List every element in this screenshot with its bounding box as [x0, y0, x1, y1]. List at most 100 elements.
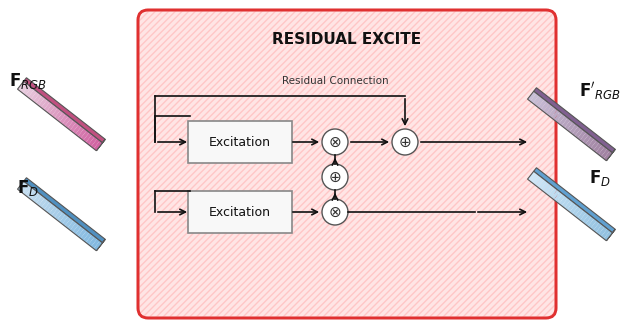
Polygon shape: [541, 182, 550, 191]
Polygon shape: [75, 126, 84, 136]
Polygon shape: [89, 137, 97, 147]
Polygon shape: [36, 96, 45, 106]
Polygon shape: [585, 136, 594, 146]
Text: Excitation: Excitation: [209, 136, 271, 149]
Polygon shape: [580, 132, 589, 142]
Polygon shape: [67, 120, 76, 130]
Polygon shape: [575, 208, 583, 218]
Polygon shape: [25, 87, 34, 97]
Polygon shape: [70, 222, 79, 232]
Polygon shape: [78, 229, 87, 238]
Polygon shape: [28, 89, 37, 99]
Polygon shape: [543, 104, 552, 113]
Polygon shape: [548, 188, 557, 198]
Polygon shape: [28, 189, 37, 200]
Polygon shape: [41, 200, 50, 210]
Polygon shape: [534, 88, 615, 153]
Polygon shape: [528, 91, 536, 101]
Polygon shape: [65, 218, 73, 228]
Polygon shape: [598, 227, 607, 237]
Polygon shape: [80, 230, 89, 241]
Polygon shape: [577, 130, 586, 140]
Polygon shape: [590, 220, 599, 230]
Polygon shape: [73, 224, 82, 234]
Polygon shape: [57, 212, 66, 222]
Polygon shape: [94, 141, 102, 151]
Polygon shape: [20, 183, 29, 193]
Polygon shape: [538, 99, 547, 110]
Polygon shape: [67, 220, 76, 230]
Polygon shape: [51, 208, 60, 218]
Polygon shape: [583, 215, 592, 224]
Text: Residual Connection: Residual Connection: [282, 76, 388, 86]
Polygon shape: [44, 102, 53, 112]
Polygon shape: [548, 108, 557, 118]
Polygon shape: [606, 149, 615, 161]
Polygon shape: [565, 200, 573, 210]
Text: ⊕: ⊕: [328, 170, 342, 185]
Polygon shape: [556, 194, 565, 204]
Polygon shape: [65, 118, 73, 128]
Polygon shape: [33, 94, 42, 104]
Polygon shape: [60, 214, 68, 224]
Polygon shape: [31, 192, 40, 201]
Text: $\mathbf{F}_{D}$: $\mathbf{F}_{D}$: [589, 168, 611, 188]
Polygon shape: [596, 145, 605, 155]
Polygon shape: [86, 135, 95, 144]
Polygon shape: [593, 142, 602, 153]
Text: $\mathbf{F}_{D}$: $\mathbf{F}_{D}$: [17, 178, 39, 198]
Text: $\mathbf{F}'_{RGB}$: $\mathbf{F}'_{RGB}$: [579, 80, 621, 102]
Circle shape: [392, 129, 418, 155]
Polygon shape: [577, 210, 586, 220]
Polygon shape: [536, 97, 544, 107]
Text: ⊗: ⊗: [328, 204, 342, 219]
Polygon shape: [533, 175, 541, 185]
Polygon shape: [44, 202, 53, 212]
Polygon shape: [83, 133, 92, 142]
Polygon shape: [593, 223, 602, 232]
Polygon shape: [561, 118, 570, 128]
Polygon shape: [565, 120, 573, 130]
Polygon shape: [62, 216, 71, 226]
Polygon shape: [559, 196, 568, 206]
Polygon shape: [96, 239, 106, 251]
Polygon shape: [575, 128, 583, 138]
Polygon shape: [46, 204, 55, 214]
Polygon shape: [51, 108, 60, 118]
Circle shape: [322, 199, 348, 225]
Polygon shape: [546, 185, 555, 196]
Text: RESIDUAL EXCITE: RESIDUAL EXCITE: [273, 33, 421, 48]
Polygon shape: [36, 196, 45, 206]
Polygon shape: [559, 116, 568, 126]
Polygon shape: [60, 114, 68, 124]
Polygon shape: [580, 212, 589, 222]
Polygon shape: [20, 83, 29, 93]
Polygon shape: [541, 101, 550, 111]
Polygon shape: [604, 231, 612, 241]
Polygon shape: [70, 122, 79, 132]
Text: ⊕: ⊕: [399, 135, 411, 150]
Polygon shape: [96, 139, 106, 151]
Polygon shape: [570, 204, 578, 214]
Polygon shape: [604, 151, 612, 161]
Polygon shape: [18, 81, 26, 91]
Polygon shape: [54, 210, 63, 220]
Polygon shape: [530, 173, 539, 183]
Polygon shape: [588, 139, 597, 148]
Polygon shape: [24, 78, 106, 143]
Polygon shape: [91, 139, 100, 149]
Circle shape: [322, 129, 348, 155]
Text: ⊗: ⊗: [328, 135, 342, 150]
Polygon shape: [572, 206, 581, 216]
Polygon shape: [73, 125, 82, 134]
FancyBboxPatch shape: [188, 121, 292, 163]
Polygon shape: [585, 216, 594, 226]
Polygon shape: [75, 227, 84, 236]
Polygon shape: [62, 116, 71, 126]
Polygon shape: [89, 237, 97, 246]
Polygon shape: [86, 235, 95, 244]
Text: $\mathbf{F}_{RGB}$: $\mathbf{F}_{RGB}$: [9, 71, 47, 91]
Polygon shape: [588, 218, 597, 229]
Polygon shape: [538, 180, 547, 189]
Polygon shape: [567, 202, 576, 212]
